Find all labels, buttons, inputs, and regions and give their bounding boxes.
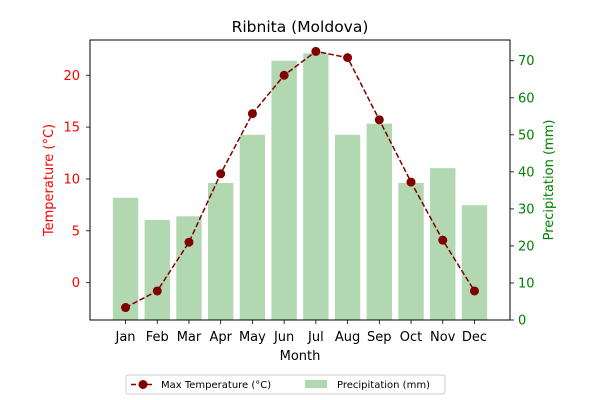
x-tick-label: Oct — [400, 330, 422, 345]
precipitation-bar-oct — [398, 182, 424, 320]
y-left-tick-label: 10 — [63, 172, 80, 187]
temperature-point-feb — [152, 286, 162, 296]
precipitation-bar-may — [239, 134, 266, 320]
x-tick-label: Nov — [430, 330, 456, 345]
precipitation-bar-jun — [271, 60, 297, 320]
y-left-tick-label: 0 — [72, 276, 80, 291]
axes: Jan Feb Mar Apr May Jun Jul Aug Sep Oct Nov Dec 0 5 10… — [63, 39, 535, 345]
legend-marker-swatch — [138, 380, 148, 389]
temperature-point-jan — [121, 303, 131, 313]
x-tick-label: Feb — [146, 330, 169, 345]
y-right-tick-label: 10 — [518, 276, 535, 291]
legend-bar-swatch — [305, 380, 327, 388]
y-right-axis-title: Precipitation (mm) — [542, 120, 557, 241]
temperature-point-jun — [279, 70, 289, 80]
temperature-point-dec — [469, 286, 479, 296]
precipitation-bar-sep — [366, 123, 392, 320]
precipitation-bar-apr — [208, 182, 234, 320]
y-right-tick-label: 70 — [518, 54, 535, 69]
legend: Max Temperature (°C) Precipitation (mm) — [125, 374, 446, 395]
temperature-point-sep — [374, 115, 384, 125]
temperature-series-line — [125, 50, 476, 309]
x-tick-label: Apr — [209, 330, 232, 345]
temperature-point-apr — [216, 169, 226, 179]
x-tick-label: Sep — [367, 330, 392, 345]
x-tick-label: Jun — [273, 330, 294, 345]
x-axis-title: Month — [280, 349, 321, 364]
precipitation-bar-jul — [303, 53, 329, 320]
temperature-point-aug — [343, 53, 353, 63]
y-left-axis-title: Temperature (°C) — [42, 124, 57, 237]
legend-label-precipitation: Precipitation (mm) — [337, 380, 430, 391]
legend-label-temperature: Max Temperature (°C) — [161, 380, 271, 391]
temperature-point-may — [247, 109, 257, 119]
y-left-tick-label: 20 — [63, 69, 80, 84]
y-right-tick-label: 40 — [518, 165, 535, 180]
temperature-point-jul — [311, 46, 321, 56]
precipitation-bar-dec — [461, 205, 488, 320]
x-tick-label: Dec — [462, 330, 487, 345]
precipitation-bar-aug — [334, 134, 361, 320]
y-right-tick-label: 20 — [518, 239, 535, 254]
temperature-point-nov — [438, 235, 448, 245]
y-right-tick-label: 50 — [518, 128, 535, 143]
x-tick-label: Mar — [177, 330, 202, 345]
precipitation-bars — [112, 53, 488, 320]
legend-frame — [125, 374, 446, 395]
temperature-line — [121, 46, 479, 313]
plot-frame — [89, 39, 511, 321]
precipitation-bar-mar — [176, 216, 202, 320]
precipitation-bar-feb — [144, 220, 170, 320]
x-tick-label: May — [239, 330, 266, 345]
y-right-tick-label: 30 — [518, 202, 535, 217]
chart-title: Ribnita (Moldova) — [232, 18, 369, 36]
y-left-tick-label: 5 — [72, 224, 80, 239]
y-right-tick-label: 0 — [518, 314, 526, 329]
precipitation-bar-jan — [112, 197, 139, 320]
x-tick-label: Jan — [115, 330, 136, 345]
y-right-tick-label: 60 — [518, 91, 535, 106]
x-tick-label: Aug — [335, 330, 360, 345]
x-tick-label: Jul — [307, 330, 324, 345]
temperature-point-oct — [406, 177, 416, 187]
temperature-point-mar — [184, 237, 194, 247]
y-left-tick-label: 15 — [63, 121, 80, 136]
